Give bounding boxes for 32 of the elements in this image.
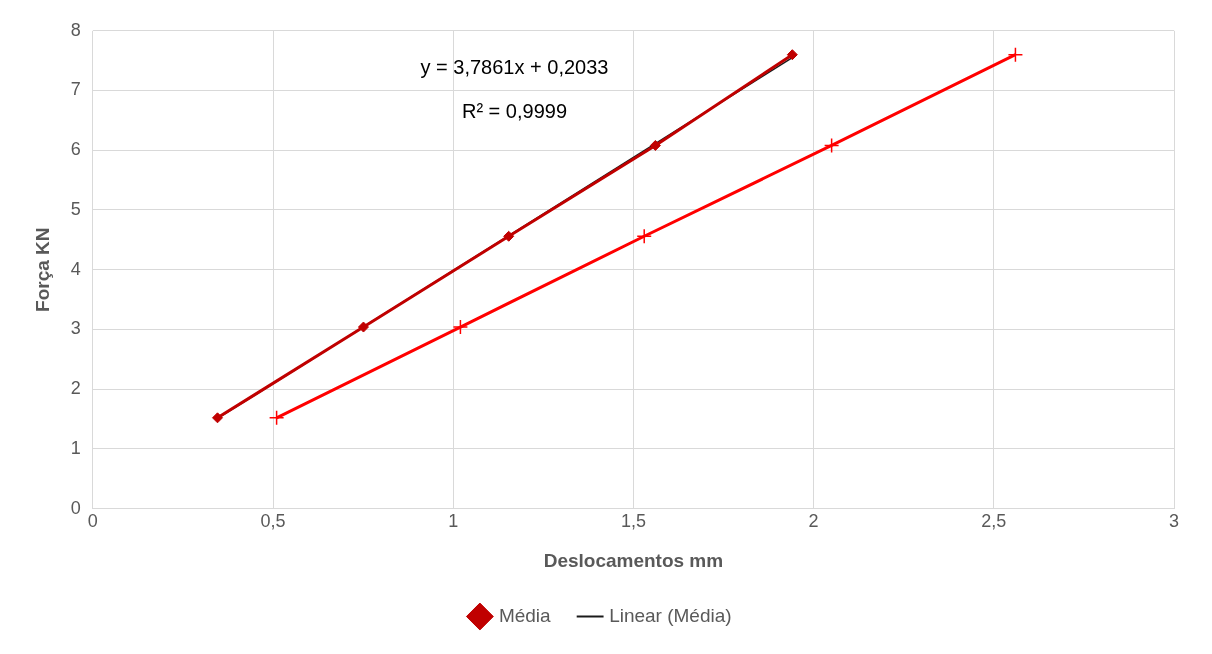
x-axis-title: Deslocamentos mm bbox=[543, 549, 724, 571]
legend-label: Média bbox=[498, 604, 552, 626]
x-tick-label: 2 bbox=[808, 511, 819, 532]
point bbox=[452, 319, 469, 335]
point bbox=[357, 321, 369, 333]
point bbox=[268, 410, 285, 426]
y-tick-label: 0 bbox=[70, 497, 81, 518]
point bbox=[823, 137, 840, 154]
y-axis-title: Força KN bbox=[31, 227, 53, 312]
annotation: y = 3,7861x + 0,2033 bbox=[420, 56, 609, 79]
annotation: R² = 0,9999 bbox=[461, 100, 568, 123]
x-tick-label: 0,5 bbox=[260, 511, 286, 532]
y-tick-label: 5 bbox=[70, 198, 81, 219]
point bbox=[786, 49, 798, 61]
x-tick-label: 3 bbox=[1168, 511, 1180, 532]
x-tick-label: 1 bbox=[448, 511, 459, 532]
point bbox=[1007, 46, 1024, 63]
y-tick-label: 6 bbox=[70, 139, 81, 160]
y-tick-label: 7 bbox=[70, 79, 81, 100]
point bbox=[636, 228, 652, 244]
y-tick-label: 1 bbox=[70, 437, 81, 458]
x-tick-label: 2,5 bbox=[981, 511, 1007, 532]
x-tick-label: 0 bbox=[87, 511, 98, 532]
point bbox=[212, 412, 224, 424]
x-tick-label: 1,5 bbox=[620, 511, 646, 532]
y-tick-label: 4 bbox=[70, 258, 81, 279]
y-tick-label: 2 bbox=[70, 378, 81, 399]
legend-label: Linear (Média) bbox=[609, 604, 732, 626]
point bbox=[649, 139, 661, 151]
y-tick-label: 8 bbox=[70, 19, 81, 40]
point bbox=[503, 230, 515, 242]
y-tick-label: 3 bbox=[70, 318, 81, 339]
